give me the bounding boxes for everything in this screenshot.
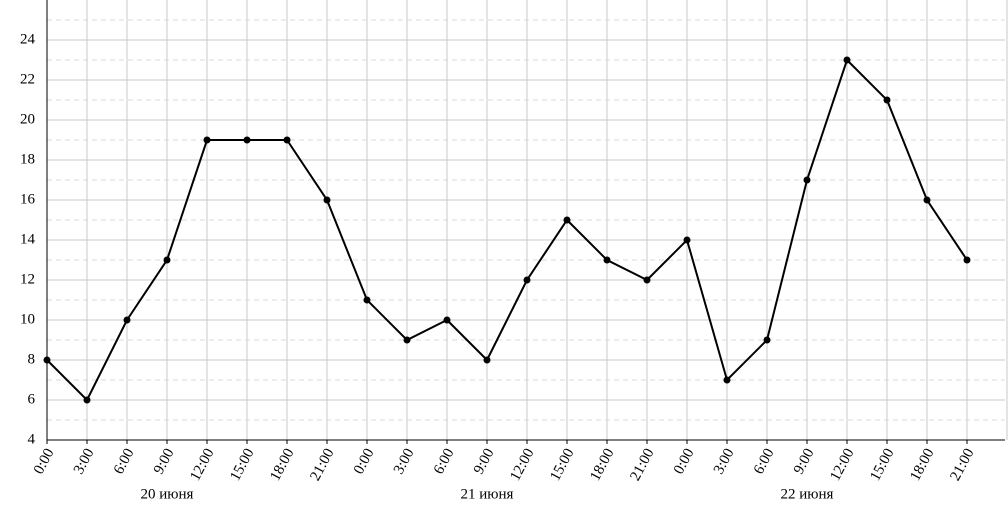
x-tick-label: 3:00 bbox=[71, 446, 98, 477]
point bbox=[283, 136, 291, 144]
y-tick-label: 16 bbox=[20, 191, 36, 207]
point bbox=[723, 376, 731, 384]
point bbox=[203, 136, 211, 144]
x-tick-label: 15:00 bbox=[867, 446, 897, 484]
point bbox=[923, 196, 931, 204]
y-tick-label: 12 bbox=[20, 271, 35, 287]
point bbox=[443, 316, 451, 324]
x-tick-label: 18:00 bbox=[587, 446, 617, 484]
point bbox=[83, 396, 91, 404]
x-tick-label: 21:00 bbox=[947, 446, 977, 484]
point bbox=[603, 256, 611, 264]
x-tick-label: 21:00 bbox=[307, 446, 337, 484]
x-tick-label: 18:00 bbox=[907, 446, 937, 484]
x-tick-label: 9:00 bbox=[151, 446, 178, 477]
y-tick-label: 18 bbox=[20, 151, 35, 167]
point bbox=[963, 256, 971, 264]
x-tick-label: 6:00 bbox=[751, 446, 778, 477]
x-tick-label: 3:00 bbox=[711, 446, 738, 477]
y-tick-label: 24 bbox=[20, 31, 36, 47]
point bbox=[563, 216, 571, 224]
y-tick-label: 20 bbox=[20, 111, 35, 127]
x-tick-label: 9:00 bbox=[471, 446, 498, 477]
line bbox=[46, 58, 968, 402]
point bbox=[323, 196, 331, 204]
point bbox=[363, 296, 371, 304]
x-tick-label: 15:00 bbox=[547, 446, 577, 484]
y-tick-label: 14 bbox=[20, 231, 36, 247]
point bbox=[523, 276, 531, 284]
y-tick-label: 4 bbox=[28, 431, 36, 447]
y-tick-label: 22 bbox=[20, 71, 35, 87]
point bbox=[483, 356, 491, 364]
x-tick-label: 12:00 bbox=[827, 446, 857, 484]
x-tick-label: 18:00 bbox=[267, 446, 297, 484]
x-tick-label: 9:00 bbox=[791, 446, 818, 477]
point bbox=[683, 236, 691, 244]
point bbox=[643, 276, 651, 284]
group-label: 20 июня bbox=[141, 486, 194, 502]
x-tick-label: 12:00 bbox=[507, 446, 537, 484]
point bbox=[883, 96, 891, 104]
x-tick-label: 3:00 bbox=[391, 446, 418, 477]
point bbox=[163, 256, 171, 264]
point bbox=[803, 176, 811, 184]
point bbox=[403, 336, 411, 344]
group-label: 21 июня bbox=[461, 486, 514, 502]
x-tick-label: 0:00 bbox=[31, 446, 58, 477]
point bbox=[123, 316, 131, 324]
point bbox=[843, 56, 851, 64]
x-tick-label: 0:00 bbox=[351, 446, 378, 477]
x-tick-label: 12:00 bbox=[187, 446, 217, 484]
y-tick-label: 10 bbox=[20, 311, 35, 327]
x-tick-label: 6:00 bbox=[431, 446, 458, 477]
point bbox=[763, 336, 771, 344]
x-tick-label: 15:00 bbox=[227, 446, 257, 484]
point bbox=[43, 356, 51, 364]
x-tick-label: 21:00 bbox=[627, 446, 657, 484]
y-tick-label: 6 bbox=[28, 391, 36, 407]
group-label: 22 июня bbox=[781, 486, 834, 502]
point bbox=[243, 136, 251, 144]
x-tick-label: 6:00 bbox=[111, 446, 138, 477]
y-tick-label: 8 bbox=[28, 351, 36, 367]
x-tick-label: 0:00 bbox=[671, 446, 698, 477]
